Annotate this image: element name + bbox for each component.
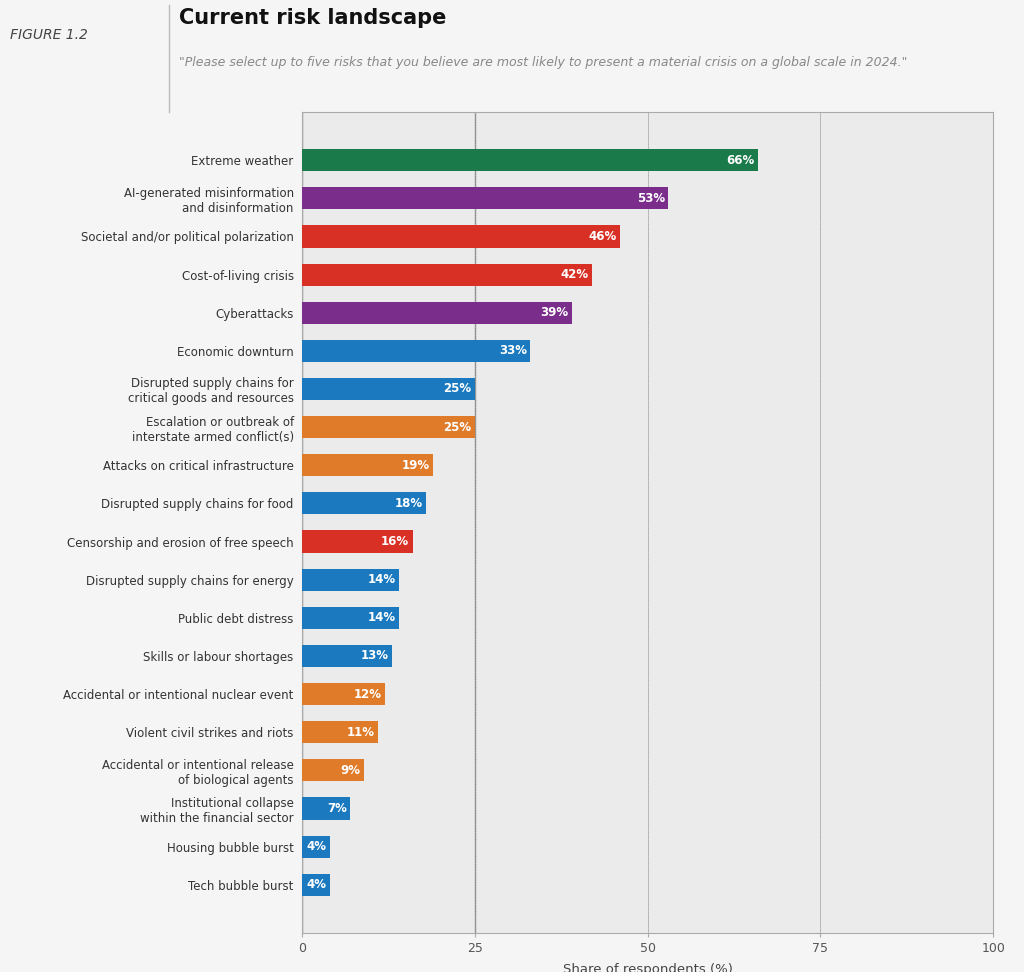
Text: 13%: 13% xyxy=(360,649,388,663)
Text: 7%: 7% xyxy=(327,802,347,815)
Text: FIGURE 1.2: FIGURE 1.2 xyxy=(10,28,88,43)
Bar xyxy=(302,721,378,744)
Bar xyxy=(302,836,330,857)
Bar xyxy=(302,416,475,438)
Text: 39%: 39% xyxy=(540,306,568,319)
Bar xyxy=(302,378,475,400)
Text: 66%: 66% xyxy=(727,154,755,166)
Bar xyxy=(302,454,433,476)
Text: 33%: 33% xyxy=(499,344,526,358)
Text: 12%: 12% xyxy=(353,687,382,701)
X-axis label: Share of respondents (%): Share of respondents (%) xyxy=(563,963,732,972)
Bar xyxy=(302,683,385,705)
Bar xyxy=(302,797,350,819)
Text: 19%: 19% xyxy=(401,459,430,471)
Bar xyxy=(302,759,365,781)
Bar xyxy=(302,644,392,667)
Text: 11%: 11% xyxy=(347,726,375,739)
Text: 4%: 4% xyxy=(306,879,327,891)
Bar xyxy=(302,226,621,248)
Bar xyxy=(302,607,399,629)
Text: 25%: 25% xyxy=(443,421,471,434)
Text: 53%: 53% xyxy=(637,191,665,205)
Text: 18%: 18% xyxy=(395,497,423,510)
Bar xyxy=(302,874,330,896)
Bar xyxy=(302,340,530,362)
Text: 46%: 46% xyxy=(589,230,616,243)
Text: "Please select up to five risks that you believe are most likely to present a ma: "Please select up to five risks that you… xyxy=(179,56,907,69)
Text: Current risk landscape: Current risk landscape xyxy=(179,8,446,28)
Text: 42%: 42% xyxy=(561,268,589,281)
Text: 16%: 16% xyxy=(381,535,410,548)
Text: 14%: 14% xyxy=(368,611,395,624)
Bar xyxy=(302,188,669,209)
Text: 9%: 9% xyxy=(341,764,360,777)
Bar xyxy=(302,263,592,286)
Text: 25%: 25% xyxy=(443,382,471,396)
Bar xyxy=(302,531,413,552)
Bar xyxy=(302,149,758,171)
Bar xyxy=(302,493,426,514)
Bar xyxy=(302,301,571,324)
Bar xyxy=(302,569,399,591)
Text: 4%: 4% xyxy=(306,840,327,853)
Text: 14%: 14% xyxy=(368,573,395,586)
